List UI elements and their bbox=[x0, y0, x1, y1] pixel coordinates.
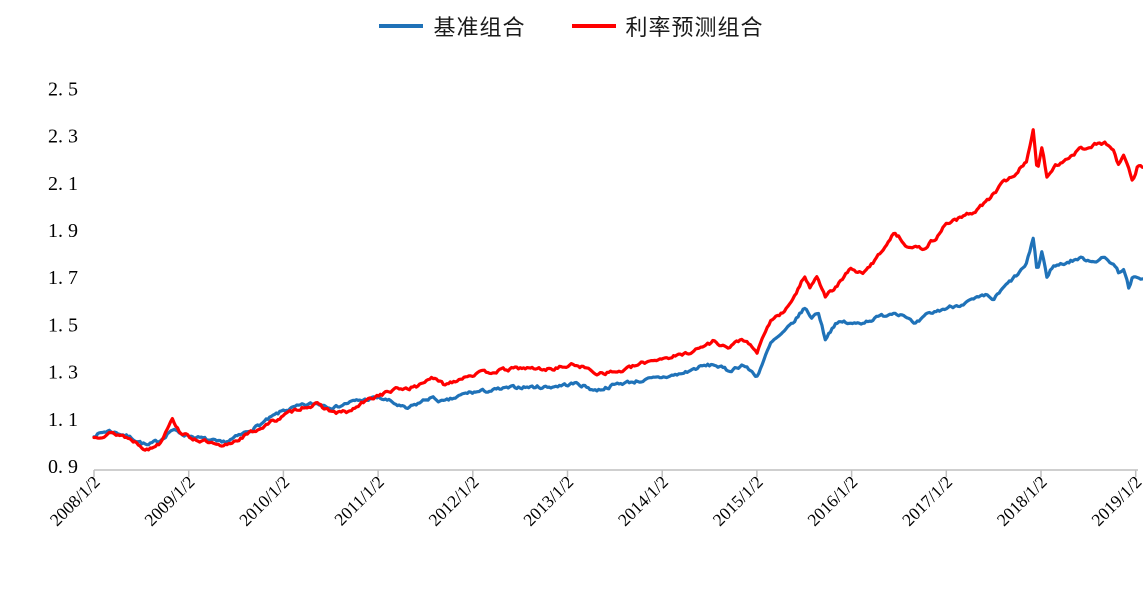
series-benchmark-line bbox=[92, 236, 1143, 447]
legend-label-rate-forecast: 利率预测组合 bbox=[625, 15, 764, 40]
x-tick-label: 2014/1/2 bbox=[614, 472, 672, 530]
y-tick-label: 1. 5 bbox=[48, 314, 78, 336]
y-tick-label: 1. 3 bbox=[48, 362, 78, 384]
legend-item-benchmark: 基准组合 bbox=[379, 10, 525, 42]
y-tick-label: 1. 9 bbox=[48, 220, 78, 242]
y-tick-label: 1. 1 bbox=[48, 409, 78, 431]
x-tick-label: 2017/1/2 bbox=[898, 472, 956, 530]
x-tick-label: 2016/1/2 bbox=[803, 472, 861, 530]
x-tick-label: 2013/1/2 bbox=[519, 472, 577, 530]
x-tick-label: 2009/1/2 bbox=[140, 472, 198, 530]
series-rate-forecast-line bbox=[92, 128, 1143, 452]
x-tick-label: 2015/1/2 bbox=[709, 472, 767, 530]
y-tick-label: 0. 9 bbox=[48, 456, 78, 478]
legend-item-rate-forecast: 利率预测组合 bbox=[571, 10, 764, 42]
x-tick-label: 2012/1/2 bbox=[424, 472, 482, 530]
legend-line-swatch-red bbox=[571, 24, 616, 28]
x-tick-label: 2010/1/2 bbox=[235, 472, 293, 530]
legend-line-swatch-blue bbox=[379, 24, 424, 28]
x-tick-label: 2008/1/2 bbox=[46, 472, 104, 530]
y-tick-label: 2. 5 bbox=[48, 78, 78, 100]
legend-label-benchmark: 基准组合 bbox=[433, 15, 526, 40]
y-tick-label: 1. 7 bbox=[48, 267, 78, 289]
legend: 基准组合 利率预测组合 bbox=[0, 10, 1143, 42]
y-tick-label: 2. 1 bbox=[48, 173, 78, 195]
x-tick-label: 2019/1/2 bbox=[1087, 472, 1143, 530]
x-axis: 2008/1/2 2009/1/2 2010/1/2 2011/1/2 2012/1/2… bbox=[46, 469, 1143, 530]
x-tick-label: 2011/1/2 bbox=[330, 472, 388, 530]
y-tick-label: 2. 3 bbox=[48, 126, 78, 148]
y-axis: 0. 9 1. 1 1. 3 1. 5 1. 7 1. 9 2. 1 2. 3 2. 5 bbox=[48, 78, 78, 478]
x-tick-label: 2018/1/2 bbox=[993, 472, 1051, 530]
